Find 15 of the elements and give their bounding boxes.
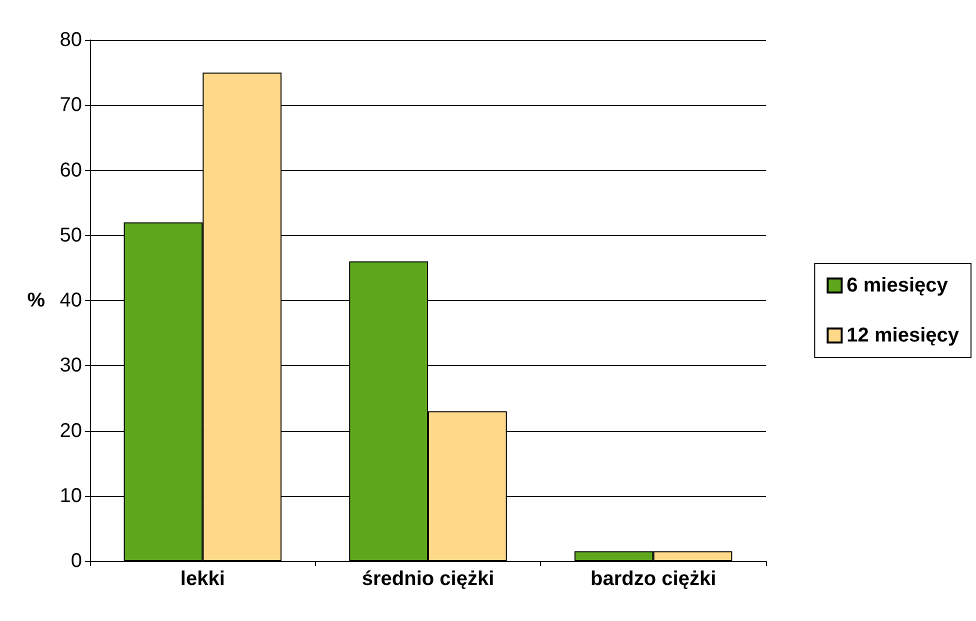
x-tick-label: bardzo ciężki: [590, 568, 716, 590]
y-tick-label: 70: [60, 94, 82, 116]
y-tick-label: 50: [60, 224, 82, 246]
y-tick-label: 60: [60, 159, 82, 182]
x-tick-label: średnio ciężki: [362, 568, 494, 590]
legend-label: 12 miesięcy: [846, 324, 960, 346]
x-tick-label: lekki: [180, 568, 225, 590]
y-tick-label: 40: [60, 290, 82, 312]
y-tick-label: 20: [60, 420, 82, 442]
y-tick-label: 10: [60, 484, 82, 507]
y-tick-label: 80: [60, 29, 82, 51]
y-tick-label: 0: [70, 550, 82, 572]
y-tick-label: 30: [60, 354, 82, 377]
legend-label: 6 miesięcy: [846, 274, 949, 296]
y-axis-title: %: [27, 290, 46, 312]
